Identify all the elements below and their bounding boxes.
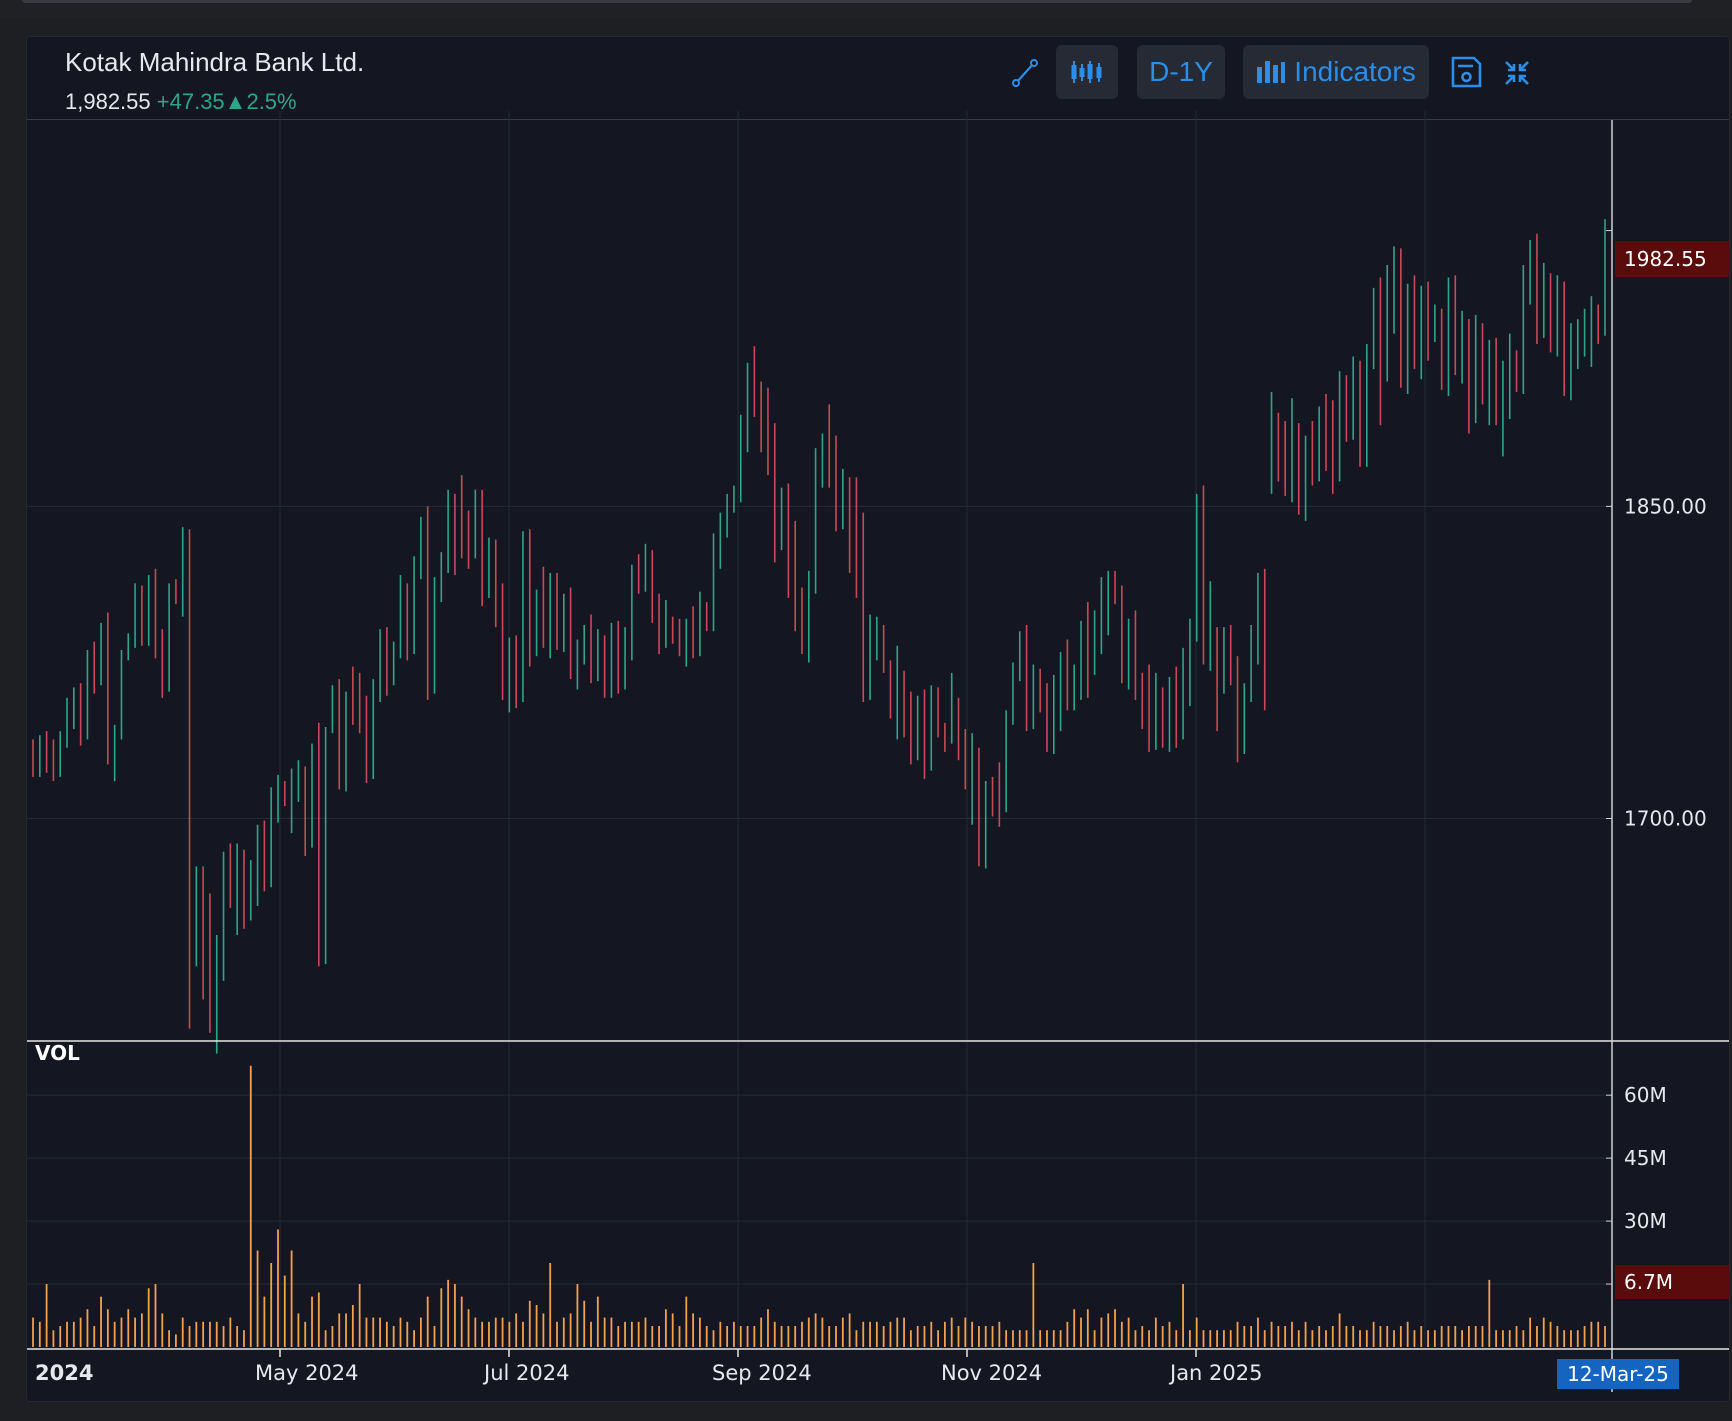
volume-tick-label: 45M (1624, 1146, 1667, 1170)
chart-window: Kotak Mahindra Bank Ltd. 1,982.55 +47.35… (26, 36, 1730, 1402)
top-window-strip (0, 0, 1732, 18)
line-draw-icon (1012, 59, 1038, 87)
instrument-title: Kotak Mahindra Bank Ltd. (65, 47, 365, 77)
indicators-label: Indicators (1294, 56, 1416, 87)
time-axis-label: May 2024 (255, 1361, 359, 1385)
chart-header: Kotak Mahindra Bank Ltd. 1,982.55 +47.35… (27, 37, 1729, 120)
time-axis-label: 2024 (35, 1361, 93, 1385)
last-volume-badge: 6.7M (1615, 1265, 1729, 1299)
collapse-icon (1505, 61, 1529, 85)
price-tick-label: 1700.00 (1624, 807, 1707, 831)
draw-tool-button[interactable] (1005, 53, 1045, 93)
time-axis-label: Nov 2024 (941, 1361, 1042, 1385)
volume-tick-label: 60M (1624, 1083, 1667, 1107)
interval-button[interactable]: D-1Y (1137, 45, 1225, 99)
time-axis-label: Jul 2024 (482, 1361, 569, 1385)
price-axis[interactable]: 1850.00 1700.00 (1606, 230, 1707, 831)
crosshair-date-badge: 12-Mar-25 (1557, 1359, 1679, 1389)
volume-tick-label: 30M (1624, 1209, 1667, 1233)
chart-type-button[interactable] (1056, 45, 1118, 99)
volume-bars (32, 1065, 1606, 1347)
ohlc-bars (32, 219, 1606, 1054)
price-change-percent: 2.5% (246, 89, 297, 114)
save-icon (1451, 56, 1482, 88)
interval-label: D-1Y (1149, 56, 1213, 87)
change-arrow-icon: ▲ (224, 89, 247, 114)
time-axis-label: Jan 2025 (1168, 1361, 1263, 1385)
bar-chart-icon (1257, 61, 1286, 83)
volume-pane-title: VOL (35, 1041, 80, 1065)
last-price-badge-text: 1982.55 (1624, 247, 1707, 271)
last-price: 1,982.55 (65, 89, 151, 114)
quote-line: 1,982.55 +47.35▲2.5% (65, 89, 297, 115)
last-volume-badge-text: 6.7M (1624, 1270, 1673, 1294)
price-change: +47.35 (156, 89, 225, 114)
price-tick-label: 1850.00 (1624, 494, 1707, 518)
collapse-button[interactable] (1497, 53, 1537, 93)
time-axis[interactable]: 2024 May 2024 Jul 2024 Sep 2024 Nov 2024 Jan … (35, 1349, 1263, 1385)
save-button[interactable] (1445, 51, 1487, 93)
top-window-edge (22, 0, 1692, 3)
last-price-badge: 1982.55 (1615, 241, 1729, 277)
crosshair-date-text: 12-Mar-25 (1567, 1362, 1669, 1386)
indicators-button[interactable]: Indicators (1243, 45, 1429, 99)
candlestick-icon (1071, 61, 1102, 83)
time-axis-label: Sep 2024 (712, 1361, 812, 1385)
volume-axis[interactable]: 60M45M30M15M (1606, 1083, 1667, 1296)
